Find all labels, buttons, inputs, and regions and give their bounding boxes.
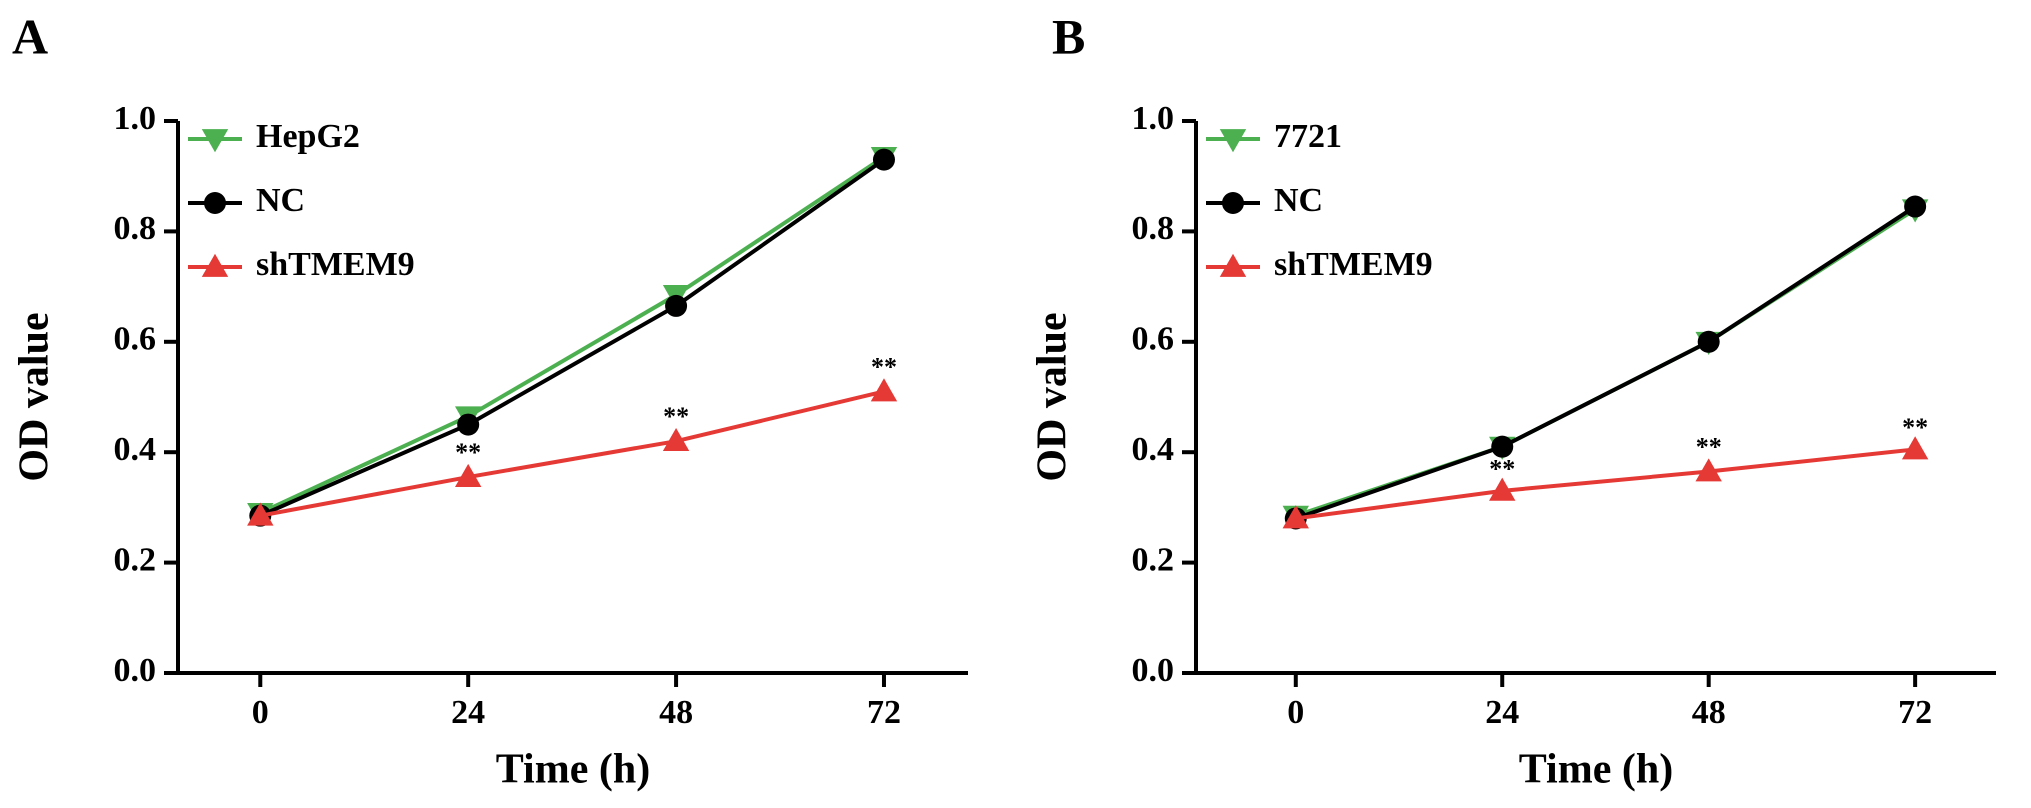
y-tick-label: 0.2 — [1132, 541, 1175, 578]
legend-label: HepG2 — [256, 118, 360, 155]
legend-label: 7721 — [1274, 118, 1342, 155]
x-axis-label: Time (h) — [1519, 747, 1673, 793]
y-tick-label: 0.6 — [1132, 321, 1175, 358]
legend-marker — [201, 129, 229, 153]
marker — [247, 502, 274, 526]
y-tick-label: 0.0 — [114, 652, 157, 689]
series-line — [1295, 204, 1917, 521]
x-tick-label: 72 — [1898, 694, 1932, 731]
series-line — [1295, 447, 1916, 521]
marker — [1282, 505, 1309, 529]
annotation: ** — [871, 352, 897, 381]
marker — [870, 378, 898, 402]
panel-label: A — [12, 8, 48, 64]
y-tick-label: 0.0 — [1132, 652, 1175, 689]
x-axis-label: Time (h) — [496, 747, 650, 793]
y-tick-label: 0.8 — [1132, 210, 1175, 247]
annotation: ** — [455, 438, 481, 467]
legend-marker — [1219, 253, 1247, 277]
y-tick-label: 0.2 — [114, 541, 157, 578]
x-tick-label: 24 — [1485, 694, 1519, 731]
marker — [454, 463, 482, 487]
annotation: ** — [1696, 432, 1722, 461]
y-axis-label: OD value — [1030, 312, 1076, 481]
x-tick-label: 0 — [252, 694, 269, 731]
legend-marker — [1219, 129, 1247, 153]
legend-marker — [201, 253, 229, 277]
marker — [872, 148, 895, 171]
x-tick-label: 72 — [867, 694, 901, 731]
marker — [1901, 436, 1929, 460]
series-line — [259, 155, 886, 515]
annotation: ** — [1489, 454, 1515, 483]
y-tick-label: 0.4 — [1132, 431, 1175, 468]
x-tick-label: 48 — [659, 694, 693, 731]
legend-label: shTMEM9 — [256, 246, 415, 283]
marker — [1697, 330, 1720, 353]
y-tick-label: 0.6 — [114, 321, 157, 358]
marker — [1904, 195, 1927, 218]
x-tick-label: 0 — [1287, 694, 1304, 731]
y-tick-label: 0.8 — [114, 210, 157, 247]
legend-marker — [1222, 192, 1244, 214]
y-tick-label: 0.4 — [114, 431, 157, 468]
marker — [1489, 477, 1516, 501]
y-tick-label: 1.0 — [1132, 100, 1175, 137]
marker — [662, 427, 690, 452]
x-tick-label: 48 — [1692, 694, 1726, 731]
marker — [665, 294, 688, 317]
legend-label: shTMEM9 — [1274, 246, 1433, 283]
y-axis-label: OD value — [12, 312, 58, 481]
legend-label: NC — [256, 182, 305, 219]
series-line — [259, 158, 886, 518]
marker — [1695, 458, 1722, 482]
panel-label: B — [1052, 8, 1085, 64]
legend-marker — [204, 192, 226, 214]
annotation: ** — [1902, 413, 1928, 442]
legend-label: NC — [1274, 182, 1323, 219]
series-line — [259, 389, 885, 518]
marker — [457, 413, 480, 436]
annotation: ** — [663, 402, 689, 431]
marker — [1491, 435, 1514, 458]
x-tick-label: 24 — [451, 694, 485, 731]
y-tick-label: 1.0 — [114, 100, 157, 137]
